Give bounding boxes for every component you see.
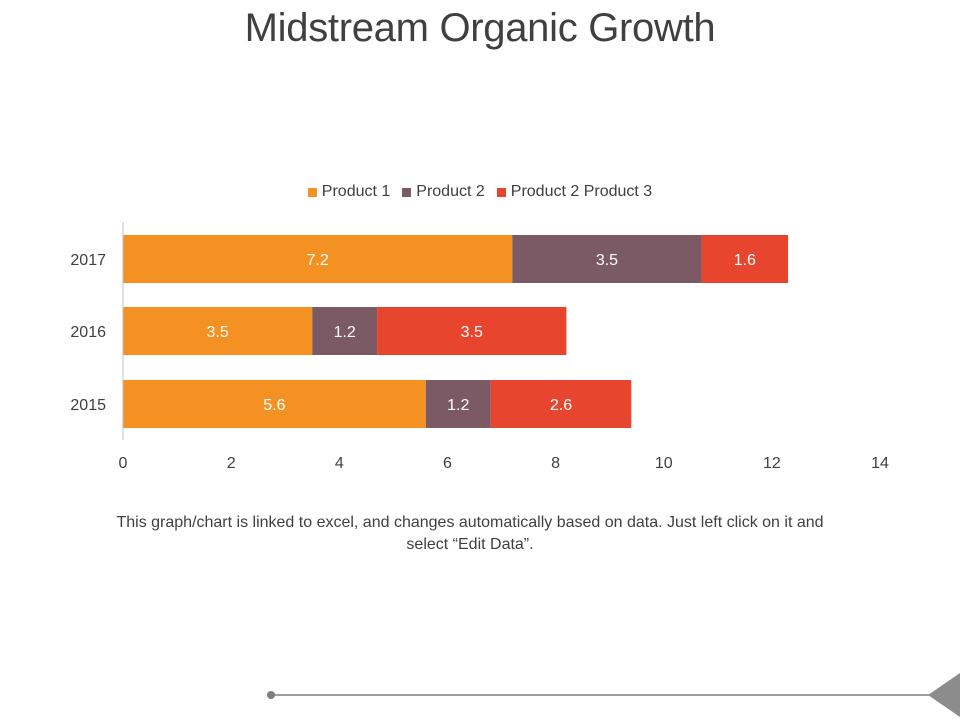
x-tick-label: 6 bbox=[443, 455, 452, 472]
legend-label: Product 2 bbox=[416, 183, 485, 200]
data-label: 2.6 bbox=[550, 397, 572, 414]
divider-dot-icon bbox=[267, 691, 275, 699]
chart-caption: This graph/chart is linked to excel, and… bbox=[116, 514, 824, 553]
bar-2015-product-2-product-3[interactable] bbox=[490, 380, 632, 428]
y-tick-label: 2015 bbox=[70, 397, 106, 414]
bar-2015-product-1[interactable] bbox=[123, 380, 426, 428]
x-tick-label: 12 bbox=[763, 455, 781, 472]
legend-swatch bbox=[402, 187, 412, 197]
legend-item[interactable]: Product 1 bbox=[307, 183, 391, 201]
legend-label: Product 1 bbox=[321, 183, 391, 200]
x-tick-label: 10 bbox=[655, 455, 673, 472]
data-label: 3.5 bbox=[596, 252, 618, 269]
page-title: Midstream Organic Growth bbox=[244, 6, 716, 50]
bar-2016-product-2-product-3[interactable] bbox=[377, 307, 567, 355]
x-tick-label: 0 bbox=[119, 455, 128, 472]
bar-2017-product-1[interactable] bbox=[123, 235, 513, 283]
legend-item[interactable]: Product 2 Product 3 bbox=[496, 183, 653, 201]
data-label: 5.6 bbox=[263, 397, 285, 414]
x-tick-label: 4 bbox=[335, 455, 344, 472]
legend-item[interactable]: Product 2 bbox=[402, 183, 485, 201]
x-tick-label: 8 bbox=[551, 455, 560, 472]
legend-swatch bbox=[307, 187, 317, 197]
x-tick-label: 2 bbox=[227, 455, 236, 472]
bar-2016-product-1[interactable] bbox=[123, 307, 313, 355]
chart-legend: Product 1 Product 2 Product 2 Product 3 bbox=[0, 183, 960, 201]
data-label: 1.6 bbox=[734, 252, 756, 269]
bar-2017-product-2[interactable] bbox=[512, 235, 702, 283]
data-label: 1.2 bbox=[334, 324, 356, 341]
bar-2015-product-2[interactable] bbox=[425, 380, 491, 428]
data-label: 3.5 bbox=[461, 324, 483, 341]
legend-swatch bbox=[496, 187, 506, 197]
arrow-left-icon bbox=[928, 673, 960, 717]
bar-2016-product-2[interactable] bbox=[312, 307, 378, 355]
bar-2017-product-2-product-3[interactable] bbox=[701, 235, 789, 283]
x-tick-label: 14 bbox=[871, 455, 889, 472]
legend-label: Product 2 Product 3 bbox=[510, 183, 653, 200]
data-label: 3.5 bbox=[207, 324, 229, 341]
data-label: 7.2 bbox=[307, 252, 329, 269]
y-tick-label: 2017 bbox=[70, 252, 106, 269]
data-label: 1.2 bbox=[447, 397, 469, 414]
y-tick-label: 2016 bbox=[70, 324, 106, 341]
